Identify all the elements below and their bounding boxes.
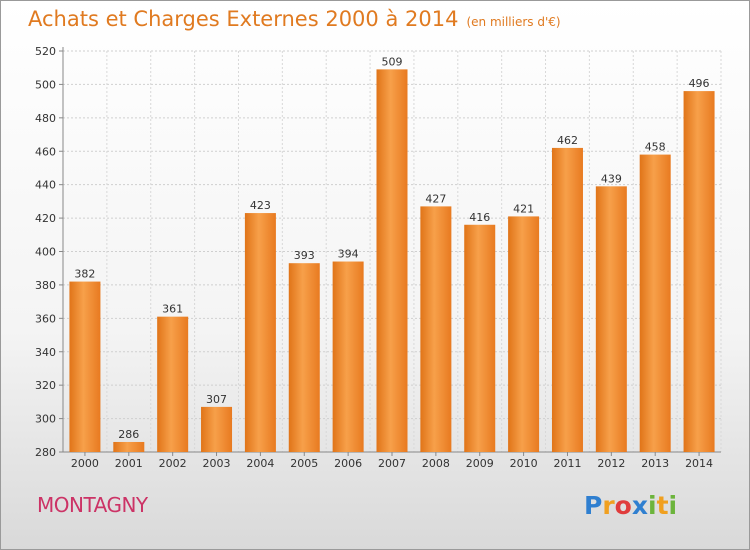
- y-tick-label: 460: [35, 145, 56, 158]
- y-tick-label: 520: [35, 45, 56, 58]
- x-tick-label: 2001: [115, 457, 143, 470]
- bar: [201, 406, 233, 452]
- bar: [683, 91, 715, 452]
- data-label: 394: [338, 248, 359, 261]
- data-label: 307: [206, 393, 227, 406]
- x-tick-label: 2010: [510, 457, 538, 470]
- logo-letter: P: [584, 491, 603, 520]
- logo-letter: i: [668, 491, 678, 520]
- data-label: 361: [162, 303, 183, 316]
- x-tick-label: 2008: [422, 457, 450, 470]
- chart-title: Achats et Charges Externes 2000 à 2014 (e…: [28, 7, 561, 31]
- y-tick-label: 400: [35, 246, 56, 259]
- data-label: 496: [689, 77, 710, 90]
- data-label: 423: [250, 199, 271, 212]
- bar: [332, 261, 364, 452]
- logo-letter: r: [602, 491, 615, 520]
- x-tick-label: 2013: [641, 457, 669, 470]
- chart-title-text: Achats et Charges Externes 2000 à 2014: [28, 7, 459, 31]
- y-tick-label: 300: [35, 413, 56, 426]
- x-tick-label: 2005: [290, 457, 318, 470]
- x-tick-label: 2004: [246, 457, 274, 470]
- bar: [244, 213, 276, 452]
- bar: [551, 147, 583, 453]
- y-tick-label: 500: [35, 78, 56, 91]
- bar: [376, 69, 408, 453]
- y-tick-label: 380: [35, 279, 56, 292]
- x-tick-label: 2014: [685, 457, 713, 470]
- y-tick-label: 320: [35, 379, 56, 392]
- logo-letter: t: [656, 491, 669, 520]
- labels: 280 300 320 340 360 380 400 420 440 460 480 500 520 3…: [35, 45, 713, 470]
- data-label: 439: [601, 172, 622, 185]
- bar: [639, 154, 671, 452]
- data-label: 416: [469, 211, 490, 224]
- logo-letter: x: [631, 491, 648, 520]
- x-tick-label: 2000: [71, 457, 99, 470]
- bars: [69, 69, 715, 453]
- x-tick-label: 2002: [159, 457, 187, 470]
- x-tick-label: 2003: [203, 457, 231, 470]
- y-tick-label: 360: [35, 312, 56, 325]
- y-tick-label: 340: [35, 346, 56, 359]
- proxiti-logo: Proxiti: [584, 491, 677, 520]
- y-tick-label: 440: [35, 179, 56, 192]
- data-label: 458: [645, 141, 666, 154]
- logo-letter: o: [614, 491, 632, 520]
- data-label: 393: [294, 249, 315, 262]
- x-tick-label: 2007: [378, 457, 406, 470]
- y-tick-label: 420: [35, 212, 56, 225]
- x-tick-label: 2009: [466, 457, 494, 470]
- bar: [464, 224, 496, 452]
- x-tick-label: 2006: [334, 457, 362, 470]
- chart-subtitle: (en milliers d'€): [466, 15, 561, 29]
- y-tick-label: 280: [35, 446, 56, 459]
- data-label: 286: [118, 428, 139, 441]
- bar: [113, 441, 145, 452]
- data-label: 509: [382, 55, 403, 68]
- data-label: 462: [557, 134, 578, 147]
- y-tick-label: 480: [35, 112, 56, 125]
- place-name: MONTAGNY: [37, 493, 148, 517]
- bar: [595, 186, 627, 452]
- bar: [157, 316, 189, 452]
- data-label: 427: [425, 192, 446, 205]
- x-tick-label: 2012: [597, 457, 625, 470]
- bar: [508, 216, 540, 452]
- x-tick-label: 2011: [553, 457, 581, 470]
- data-label: 421: [513, 202, 534, 215]
- bar: [420, 206, 452, 452]
- bar: [69, 281, 101, 452]
- bar: [288, 263, 320, 452]
- data-label: 382: [74, 268, 95, 281]
- logo-letter: i: [648, 491, 657, 520]
